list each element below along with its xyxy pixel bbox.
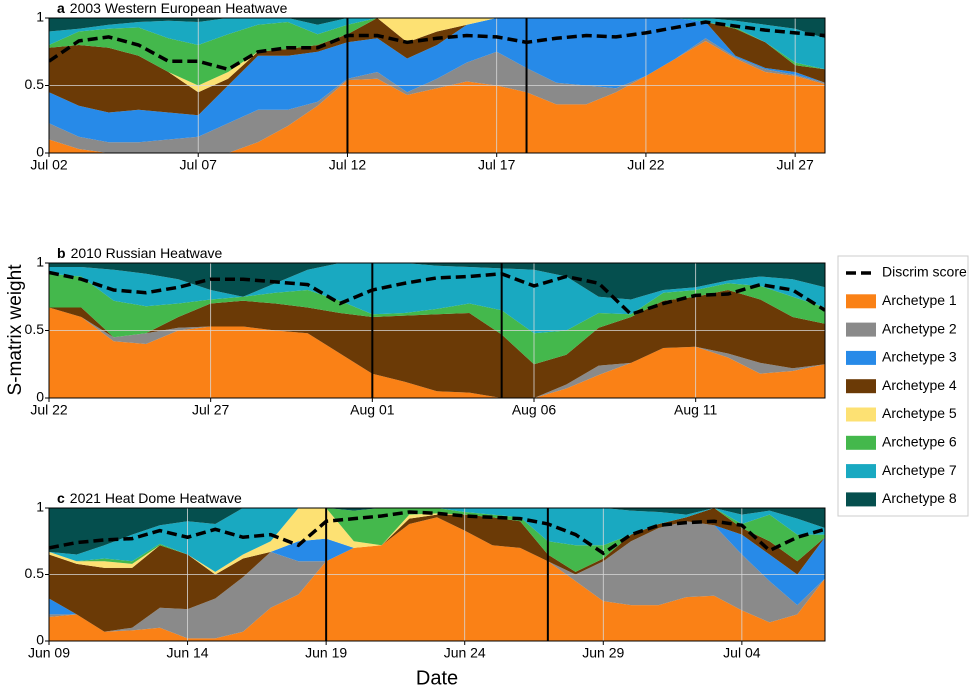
x-tick-label: Jul 27 [776, 157, 814, 173]
legend-swatch [846, 435, 876, 450]
area [49, 18, 825, 86]
area [49, 508, 825, 632]
y-tick-label: 0.5 [25, 565, 45, 581]
legend-swatch [846, 379, 876, 394]
discrim-line [49, 270, 825, 317]
legend-swatch [846, 294, 876, 309]
panel-label: b [57, 245, 66, 261]
area [49, 508, 825, 575]
legend-swatch [846, 350, 876, 365]
area [49, 263, 825, 334]
x-tick-label: Jun 19 [305, 645, 347, 661]
area [49, 38, 825, 153]
x-tick-label: Jul 27 [192, 402, 230, 418]
discrim-line [49, 20, 825, 72]
legend-label: Archetype 5 [882, 405, 957, 421]
panel-title-text: 2021 Heat Dome Heatwave [70, 490, 242, 506]
y-tick-label: 1 [36, 9, 44, 25]
area [49, 263, 825, 300]
legend-label: Archetype 8 [882, 490, 957, 506]
area [49, 18, 825, 143]
y-tick-label: 0 [36, 632, 44, 648]
area [49, 508, 825, 555]
panel-title: b 2010 Russian Heatwave [57, 245, 223, 261]
x-tick-label: Aug 06 [512, 402, 557, 418]
x-tick-label: Jul 22 [627, 157, 665, 173]
panel-label: a [57, 0, 65, 16]
discrim-line [49, 510, 825, 556]
area [49, 40, 825, 153]
legend-swatch [846, 492, 876, 507]
x-tick-label: Jun 24 [444, 645, 486, 661]
x-tick-label: Jul 17 [478, 157, 516, 173]
legend-label: Archetype 2 [882, 320, 957, 336]
panel-title: a 2003 Western European Heatwave [57, 0, 288, 16]
panel-title: c 2021 Heat Dome Heatwave [57, 490, 242, 506]
legend-swatch [846, 464, 876, 479]
x-tick-label: Jun 29 [582, 645, 624, 661]
x-tick-label: Jul 02 [30, 157, 68, 173]
area [49, 18, 825, 39]
legend-label: Archetype 1 [882, 292, 957, 308]
legend-label: Discrim score [882, 264, 967, 280]
x-tick-label: Aug 01 [350, 402, 395, 418]
y-tick-label: 0 [36, 389, 44, 405]
area [49, 18, 825, 70]
x-tick-label: Jul 22 [30, 402, 68, 418]
area [49, 517, 825, 641]
legend-swatch [846, 322, 876, 337]
x-tick-label: Jun 09 [28, 645, 70, 661]
x-tick-label: Jul 07 [180, 157, 218, 173]
panel-title-text: 2003 Western European Heatwave [70, 0, 288, 16]
legend-label: Archetype 4 [882, 377, 957, 393]
y-tick-label: 1 [36, 254, 44, 270]
y-tick-label: 0 [36, 144, 44, 160]
legend-label: Archetype 7 [882, 462, 957, 478]
legend-swatch [846, 407, 876, 422]
panel-label: c [57, 490, 65, 506]
plot-area [49, 263, 825, 398]
plot-area [49, 18, 825, 153]
y-tick-label: 0.5 [25, 76, 45, 92]
legend-label: Archetype 3 [882, 349, 957, 365]
x-tick-label: Jul 04 [723, 645, 761, 661]
x-tick-label: Jun 14 [167, 645, 209, 661]
y-tick-label: 0.5 [25, 321, 45, 337]
x-tick-label: Jul 12 [329, 157, 367, 173]
x-tick-label: Aug 11 [674, 402, 718, 418]
legend-label: Archetype 6 [882, 434, 957, 450]
x-axis-label: Date [416, 667, 458, 689]
y-axis-label: S-matrix weight [5, 264, 26, 396]
panel-title-text: 2010 Russian Heatwave [71, 245, 223, 261]
y-tick-label: 1 [36, 499, 44, 515]
plot-area [49, 508, 825, 641]
area [49, 508, 825, 572]
area [49, 517, 825, 639]
